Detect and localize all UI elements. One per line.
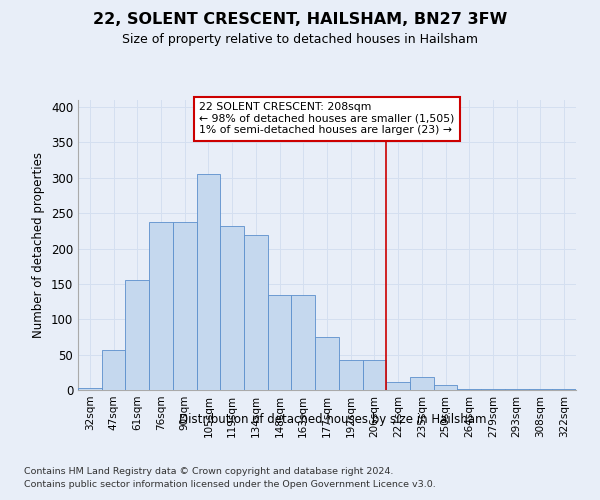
Text: 22 SOLENT CRESCENT: 208sqm
← 98% of detached houses are smaller (1,505)
1% of se: 22 SOLENT CRESCENT: 208sqm ← 98% of deta… [199, 102, 454, 136]
Bar [362, 360, 386, 390]
Bar [552, 388, 576, 390]
Bar [78, 388, 102, 390]
Text: 22, SOLENT CRESCENT, HAILSHAM, BN27 3FW: 22, SOLENT CRESCENT, HAILSHAM, BN27 3FW [93, 12, 507, 28]
Bar [434, 385, 457, 390]
Text: Size of property relative to detached houses in Hailsham: Size of property relative to detached ho… [122, 32, 478, 46]
Bar [292, 295, 315, 390]
Bar [220, 226, 244, 390]
Bar [197, 174, 220, 390]
Bar [386, 382, 410, 390]
Bar [339, 360, 362, 390]
Bar [315, 337, 339, 390]
Bar [125, 280, 149, 390]
Bar [149, 222, 173, 390]
Text: Contains HM Land Registry data © Crown copyright and database right 2024.: Contains HM Land Registry data © Crown c… [24, 468, 394, 476]
Bar [173, 222, 197, 390]
Bar [102, 350, 125, 390]
Bar [244, 235, 268, 390]
Text: Contains public sector information licensed under the Open Government Licence v3: Contains public sector information licen… [24, 480, 436, 489]
Bar [481, 388, 505, 390]
Bar [457, 388, 481, 390]
Y-axis label: Number of detached properties: Number of detached properties [32, 152, 46, 338]
Bar [410, 376, 434, 390]
Text: Distribution of detached houses by size in Hailsham: Distribution of detached houses by size … [179, 412, 487, 426]
Bar [268, 295, 292, 390]
